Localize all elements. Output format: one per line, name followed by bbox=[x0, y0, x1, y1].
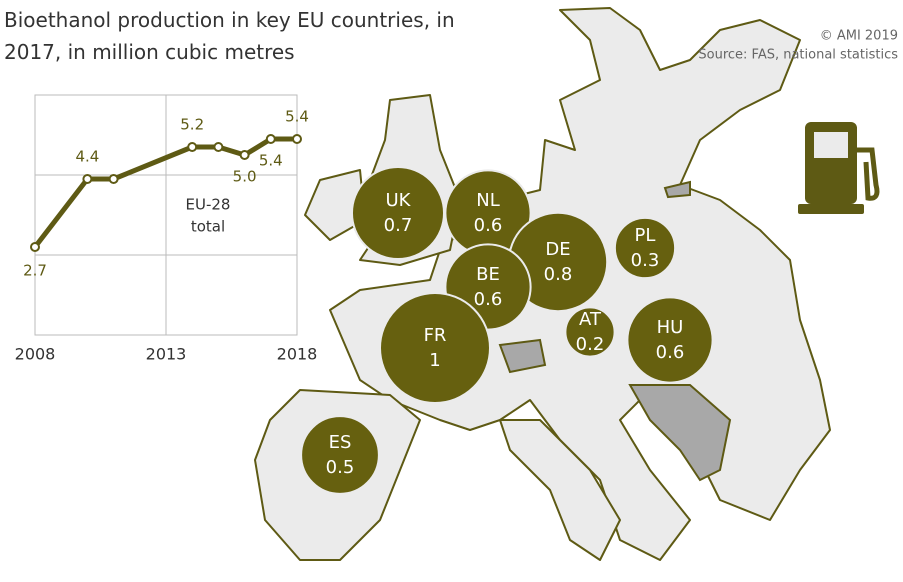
country-label: DE bbox=[545, 239, 570, 260]
point bbox=[108, 174, 119, 184]
switzerland bbox=[498, 338, 547, 374]
italy bbox=[499, 419, 621, 561]
country-label: AT bbox=[579, 309, 602, 330]
point bbox=[265, 134, 276, 144]
fuel-icon bbox=[798, 122, 880, 214]
point bbox=[213, 142, 224, 152]
bubble bbox=[350, 165, 446, 261]
country-label: PL bbox=[635, 225, 656, 246]
bubble bbox=[626, 296, 714, 384]
country-label: UK bbox=[386, 190, 412, 211]
data-label: 2.7 bbox=[23, 262, 47, 280]
data-label: 5.4 bbox=[259, 152, 283, 170]
credit: © AMI 2019 bbox=[820, 29, 898, 44]
point bbox=[239, 150, 250, 160]
point bbox=[292, 134, 302, 144]
value-label: 0.8 bbox=[544, 264, 573, 285]
country-label: HU bbox=[657, 317, 684, 338]
x-tick-label: 2008 bbox=[15, 345, 56, 364]
data-label: 5.2 bbox=[180, 116, 204, 134]
data-label: 4.4 bbox=[75, 148, 99, 166]
bubble bbox=[379, 292, 491, 404]
annotation: EU-28 bbox=[186, 196, 231, 214]
value-label: 0.2 bbox=[576, 334, 605, 355]
data-label: 5.4 bbox=[285, 108, 309, 126]
point bbox=[187, 142, 198, 152]
value-label: 0.5 bbox=[326, 457, 355, 478]
country-label: ES bbox=[329, 432, 352, 453]
x-tick-label: 2018 bbox=[277, 345, 318, 364]
source: Source: FAS, national statistics bbox=[698, 48, 898, 63]
balkans bbox=[628, 384, 732, 482]
country-label: FR bbox=[424, 325, 447, 346]
value-label: 0.6 bbox=[474, 289, 503, 310]
country-label: BE bbox=[476, 264, 500, 285]
x-tick-label: 2013 bbox=[146, 345, 187, 364]
value-label: 0.7 bbox=[384, 215, 413, 236]
data-label: 5.0 bbox=[233, 168, 257, 186]
value-label: 0.3 bbox=[631, 250, 660, 271]
value-label: 0.6 bbox=[474, 215, 503, 236]
ireland bbox=[304, 169, 366, 241]
kaliningrad bbox=[663, 180, 691, 199]
bubble bbox=[613, 216, 677, 280]
country-label: NL bbox=[476, 190, 500, 211]
bubble bbox=[300, 415, 380, 495]
value-label: 0.6 bbox=[656, 342, 685, 363]
annotation: total bbox=[191, 218, 225, 236]
bubble bbox=[564, 306, 616, 358]
chart-title: Bioethanol production in key EU countrie… bbox=[4, 8, 455, 64]
value-label: 1 bbox=[429, 350, 440, 371]
point bbox=[30, 242, 40, 252]
point bbox=[82, 174, 93, 184]
